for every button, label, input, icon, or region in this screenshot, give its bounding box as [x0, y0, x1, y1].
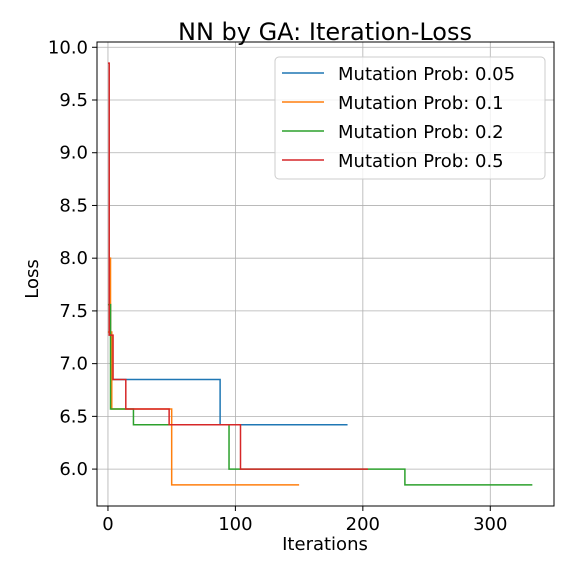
y-ticks: 6.0 6.5 7.0 7.5 8.0 8.5 9.0 9.5 10.0	[48, 37, 97, 480]
y-tick-label: 6.0	[59, 459, 88, 480]
x-axis-label: Iterations	[282, 534, 368, 555]
y-tick-label: 8.0	[59, 248, 88, 269]
x-tick-label: 200	[346, 514, 380, 535]
legend-label-1: Mutation Prob: 0.05	[338, 64, 515, 85]
y-tick-label: 7.0	[59, 354, 88, 375]
legend-label-4: Mutation Prob: 0.5	[338, 151, 504, 172]
y-tick-label: 10.0	[48, 37, 88, 58]
y-tick-label: 9.5	[59, 90, 88, 111]
y-tick-label: 9.0	[59, 143, 88, 164]
y-tick-label: 7.5	[59, 301, 88, 322]
x-ticks: 0 100 200 300	[102, 506, 507, 535]
legend: Mutation Prob: 0.05 Mutation Prob: 0.1 Mut…	[275, 57, 545, 179]
x-tick-label: 100	[218, 514, 252, 535]
y-tick-label: 6.5	[59, 406, 88, 427]
series-line-1	[108, 305, 348, 425]
y-tick-label: 8.5	[59, 195, 88, 216]
x-tick-label: 0	[102, 514, 113, 535]
legend-label-3: Mutation Prob: 0.2	[338, 122, 504, 143]
series-line-2	[108, 258, 299, 485]
y-axis-label: Loss	[22, 259, 43, 298]
legend-label-2: Mutation Prob: 0.1	[338, 93, 504, 114]
x-tick-label: 300	[473, 514, 507, 535]
